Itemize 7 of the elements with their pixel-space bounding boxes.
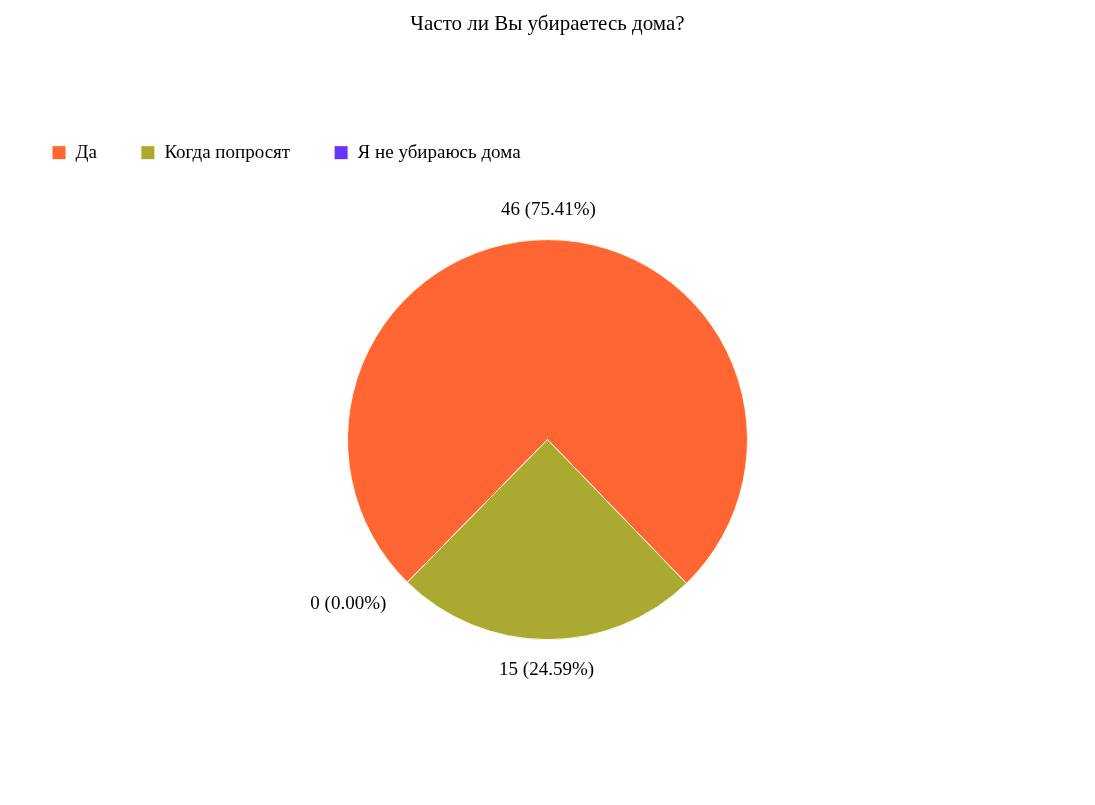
data-label: 46 (75.41%)	[500, 197, 596, 220]
legend-label: Да	[75, 140, 98, 162]
text: 0 (0.00%)	[310, 591, 387, 613]
legend-label: Я не убираюсь дома	[357, 140, 522, 162]
legend-label: Когда попросят	[164, 140, 291, 162]
data-label: 15 (24.59%)	[499, 657, 595, 680]
chart-title: Часто ли Вы убираетесь дома?	[410, 11, 685, 36]
